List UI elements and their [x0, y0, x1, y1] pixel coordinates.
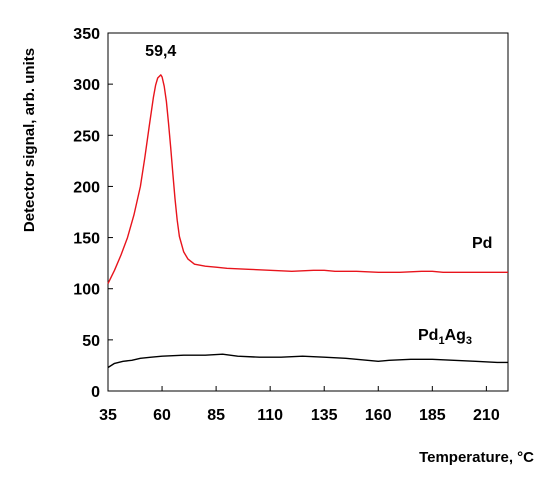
y-tick-label: 100	[73, 282, 100, 299]
x-tick-label: 60	[153, 407, 171, 424]
labels-layer: Pd Pd1Ag3 59,4	[145, 43, 492, 347]
x-axis: 35 60 85 110 135 160 185 210	[99, 386, 500, 424]
x-tick-label: 110	[257, 407, 283, 424]
y-tick-label: 200	[73, 179, 100, 196]
series-line-0	[107, 74, 508, 284]
x-tick-label: 85	[207, 407, 225, 424]
plot-area	[107, 32, 509, 392]
series-layer	[107, 74, 508, 369]
y-axis: 0 50 100 150 200 250 300 350	[73, 26, 113, 401]
series-label-pdag: Pd1Ag3	[418, 327, 472, 347]
x-tick-label: 135	[311, 407, 338, 424]
y-tick-label: 0	[91, 384, 100, 401]
y-tick-label: 50	[82, 333, 100, 350]
y-axis-title: Detector signal, arb. units	[21, 48, 38, 232]
y-tick-label: 150	[73, 231, 100, 248]
series-label-pd: Pd	[472, 235, 492, 252]
x-tick-label: 160	[365, 407, 392, 424]
x-axis-title: Temperature, °C	[419, 449, 534, 466]
plot-border	[107, 32, 509, 392]
y-tick-label: 250	[73, 128, 100, 145]
y-tick-label: 300	[73, 77, 100, 94]
peak-annotation: 59,4	[145, 43, 176, 60]
x-tick-label: 35	[99, 407, 117, 424]
x-tick-label: 210	[473, 407, 500, 424]
series-line-1	[107, 353, 508, 369]
x-tick-label: 185	[419, 407, 446, 424]
y-tick-label: 350	[73, 26, 100, 43]
